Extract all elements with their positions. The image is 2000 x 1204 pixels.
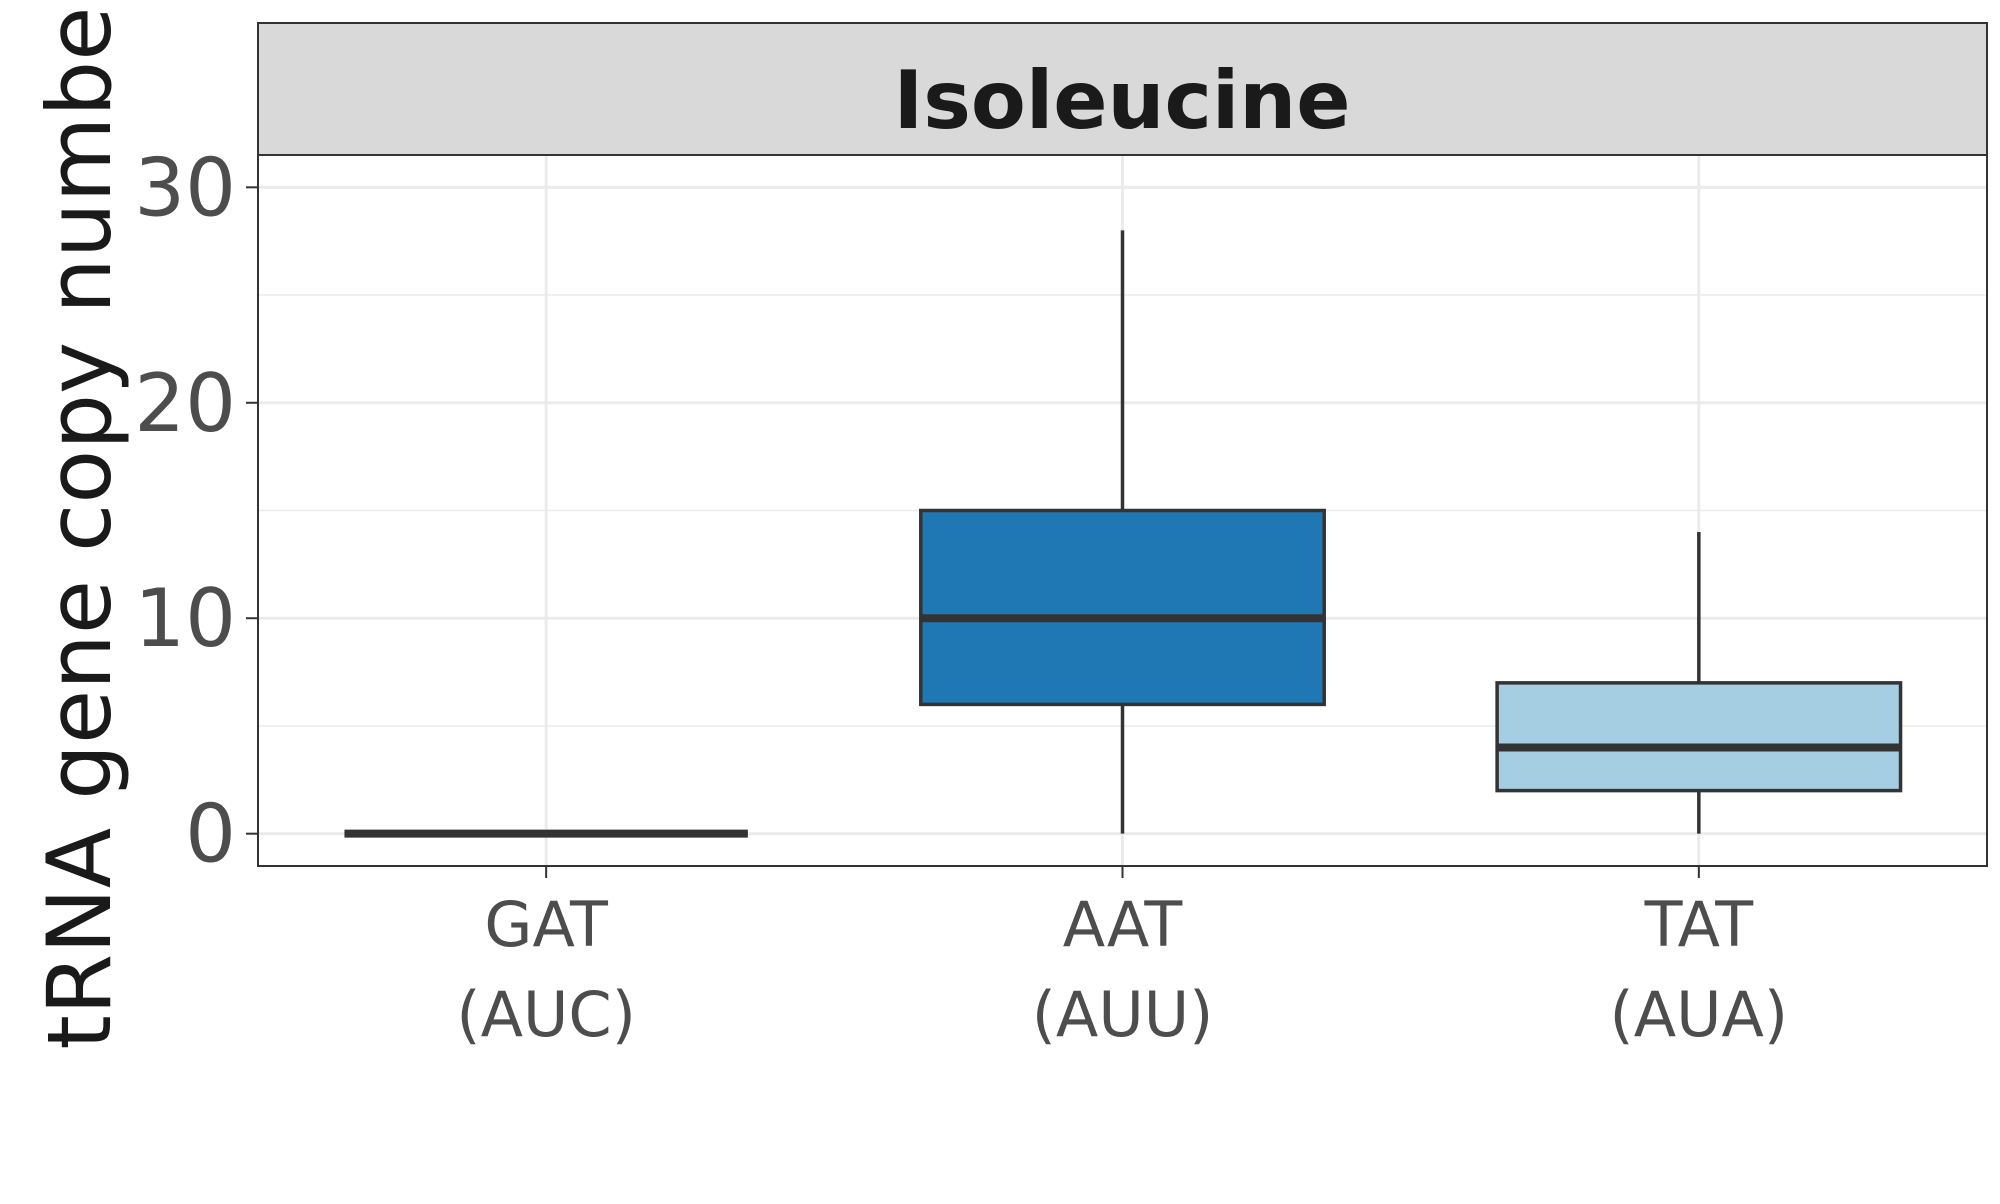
x-tick-label-anticodon: (AUA) — [1610, 978, 1789, 1051]
facet-title: Isoleucine — [893, 54, 1350, 147]
y-axis-label: tRNA gene copy number — [28, 0, 131, 1050]
x-tick-label-codon: GAT — [484, 888, 609, 961]
x-tick-label-codon: TAT — [1644, 888, 1755, 961]
y-tick-label: 10 — [134, 572, 236, 665]
x-tick-label-anticodon: (AUC) — [456, 978, 635, 1051]
y-tick-label: 30 — [134, 141, 236, 234]
x-tick-label-anticodon: (AUU) — [1032, 978, 1214, 1051]
y-tick-label: 0 — [185, 788, 236, 881]
box-iqr — [1495, 681, 1903, 793]
x-tick-label-codon: AAT — [1063, 888, 1184, 961]
box-iqr — [919, 508, 1326, 707]
facet-strip — [257, 22, 1988, 156]
y-tick-label: 20 — [134, 357, 236, 450]
